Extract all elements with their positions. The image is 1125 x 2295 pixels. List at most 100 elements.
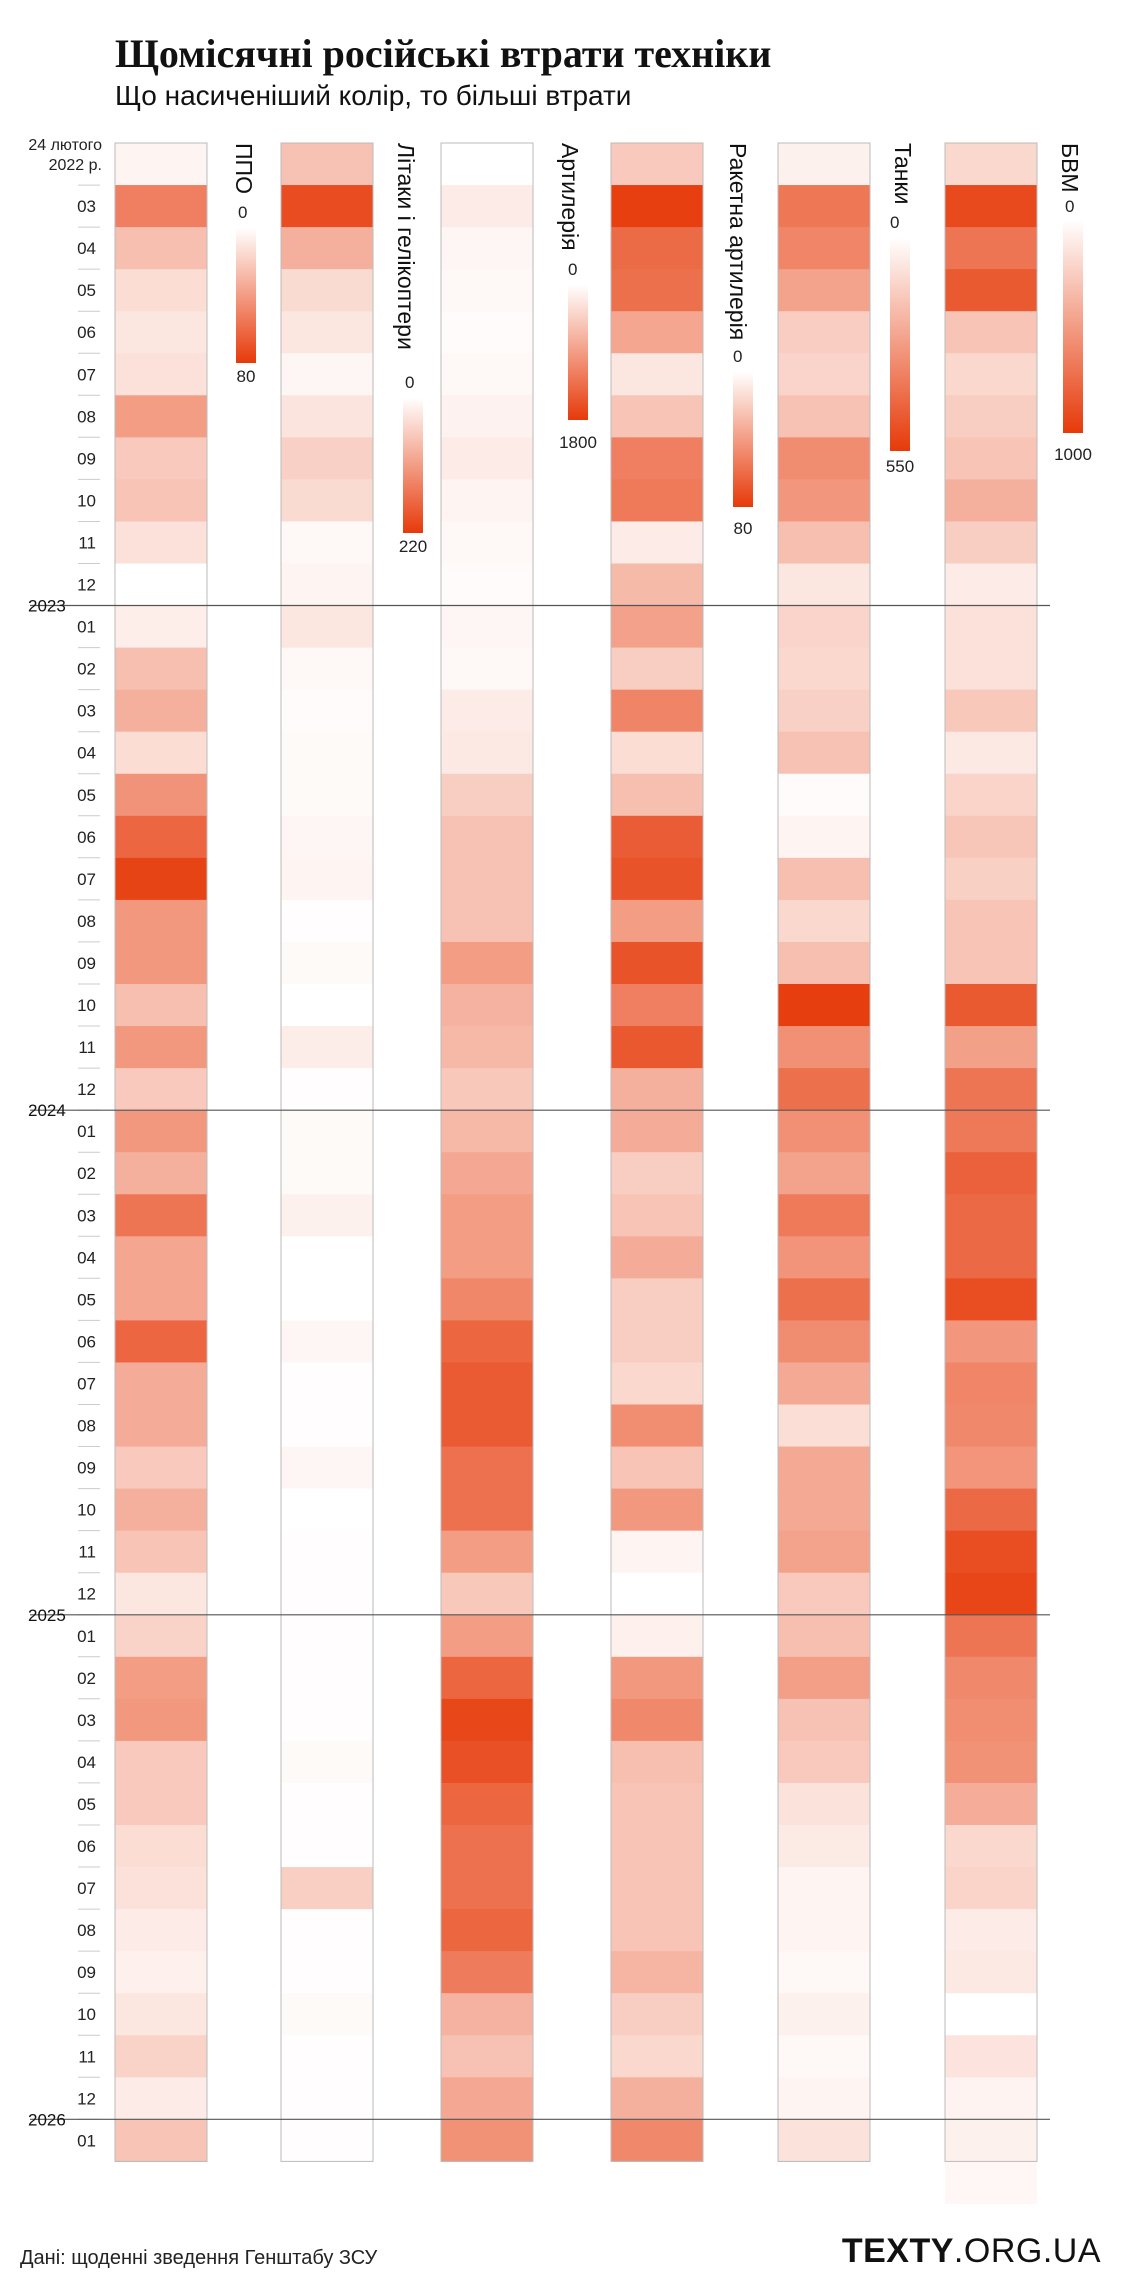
heat-cell[interactable] [115,395,207,438]
heat-cell[interactable] [945,1194,1037,1237]
heat-cell[interactable] [945,185,1037,228]
heat-cell[interactable] [115,2035,207,2078]
heat-cell[interactable] [441,857,533,901]
heat-cell[interactable] [281,647,373,691]
heat-cell[interactable] [441,1110,533,1153]
heat-cell[interactable] [115,437,207,480]
heat-cell[interactable] [281,1656,373,1700]
heat-cell[interactable] [945,227,1037,270]
heat-cell[interactable] [778,857,870,901]
heat-cell[interactable] [441,563,533,607]
heat-cell[interactable] [611,899,703,943]
heat-cell[interactable] [778,773,870,817]
heat-cell[interactable] [115,1236,207,1279]
heat-cell[interactable] [441,185,533,228]
heat-cell[interactable] [441,1446,533,1490]
heat-cell[interactable] [441,1614,533,1658]
heat-cell[interactable] [441,1236,533,1279]
heat-cell[interactable] [281,1194,373,1237]
heat-cell[interactable] [611,1782,703,1826]
heat-cell[interactable] [945,857,1037,901]
heat-cell[interactable] [441,1404,533,1448]
heat-cell[interactable] [611,227,703,270]
heat-cell[interactable] [115,1068,207,1111]
heat-cell[interactable] [778,395,870,438]
heat-cell[interactable] [441,479,533,523]
heat-cell[interactable] [611,185,703,228]
heat-cell[interactable] [778,1194,870,1237]
heat-cell[interactable] [611,1614,703,1658]
heat-cell[interactable] [611,1488,703,1532]
heat-cell[interactable] [281,1867,373,1910]
heat-cell[interactable] [115,2077,207,2120]
heat-cell[interactable] [115,1530,207,1574]
heat-cell[interactable] [441,1194,533,1237]
heat-cell[interactable] [441,353,533,396]
heat-cell[interactable] [778,1614,870,1658]
heat-cell[interactable] [945,311,1037,354]
heat-cell[interactable] [281,1572,373,1616]
heat-cell[interactable] [611,941,703,985]
heat-cell[interactable] [281,521,373,565]
heat-cell[interactable] [281,311,373,354]
heat-cell[interactable] [441,1993,533,2036]
heat-cell[interactable] [281,1740,373,1784]
heat-cell[interactable] [441,1740,533,1784]
heat-cell[interactable] [778,269,870,312]
heat-cell[interactable] [611,437,703,480]
heat-cell[interactable] [441,311,533,354]
heat-cell[interactable] [945,773,1037,817]
heat-cell[interactable] [441,1362,533,1406]
heat-cell[interactable] [945,1236,1037,1279]
heat-cell[interactable] [115,1404,207,1448]
heat-cell[interactable] [778,185,870,228]
heat-cell[interactable] [778,1782,870,1826]
heat-cell[interactable] [115,857,207,901]
heat-cell[interactable] [611,521,703,565]
heat-cell[interactable] [115,1867,207,1910]
heat-cell[interactable] [441,1572,533,1616]
heat-cell[interactable] [611,1951,703,1994]
heat-cell[interactable] [778,1320,870,1364]
heat-cell[interactable] [611,2077,703,2120]
heat-cell[interactable] [611,311,703,354]
heat-cell[interactable] [441,1698,533,1742]
heat-cell[interactable] [441,1782,533,1826]
heat-cell[interactable] [115,311,207,354]
heat-cell[interactable] [778,941,870,985]
heat-cell[interactable] [778,1951,870,1994]
heat-cell[interactable] [611,984,703,1027]
heat-cell[interactable] [115,1909,207,1952]
heat-cell[interactable] [611,1867,703,1910]
heat-cell[interactable] [281,984,373,1027]
heat-cell[interactable] [441,647,533,691]
heat-cell[interactable] [611,1446,703,1490]
heat-cell[interactable] [945,1110,1037,1153]
heat-cell[interactable] [945,1572,1037,1616]
heat-cell[interactable] [945,605,1037,649]
heat-cell[interactable] [611,1656,703,1700]
heat-cell[interactable] [281,1068,373,1111]
heat-cell[interactable] [945,2161,1037,2205]
heat-cell[interactable] [115,1362,207,1406]
heat-cell[interactable] [778,479,870,523]
heat-cell[interactable] [441,1068,533,1111]
heat-cell[interactable] [778,521,870,565]
heat-cell[interactable] [441,437,533,480]
heat-cell[interactable] [945,1993,1037,2036]
heat-cell[interactable] [115,1698,207,1742]
heat-cell[interactable] [778,1278,870,1321]
heat-cell[interactable] [778,2035,870,2078]
heat-cell[interactable] [115,1825,207,1868]
heat-cell[interactable] [115,605,207,649]
heat-cell[interactable] [611,1236,703,1279]
heat-cell[interactable] [115,1278,207,1321]
heat-cell[interactable] [115,647,207,691]
heat-cell[interactable] [611,1194,703,1237]
heat-cell[interactable] [778,1362,870,1406]
heat-cell[interactable] [281,1236,373,1279]
heat-cell[interactable] [945,1488,1037,1532]
heat-cell[interactable] [611,773,703,817]
heat-cell[interactable] [611,269,703,312]
heat-cell[interactable] [611,815,703,859]
